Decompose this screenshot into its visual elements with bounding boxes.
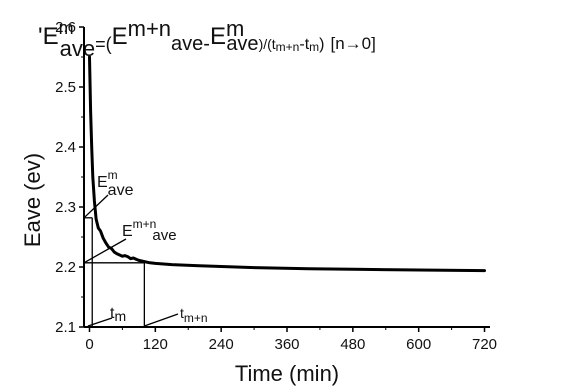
x-tick-label: 120	[143, 336, 168, 353]
y-axis-ticks: 2.1 2.2 2.3 2.4 2.5 2.6	[55, 19, 84, 336]
annotation-tm-label: tm	[110, 305, 126, 324]
leader-tmn	[144, 313, 179, 327]
y-tick-label: 2.3	[55, 199, 76, 216]
title-minus2: -t	[299, 36, 309, 53]
annotation-emn-label: Em+n ave	[122, 217, 177, 244]
title-eq-open: =(	[95, 34, 112, 54]
title-t2-sub: ave	[226, 33, 258, 55]
title-t1-sup: m+n	[128, 16, 171, 41]
title-div-open: )/(t	[259, 36, 276, 52]
title-t3-sub: m+n	[276, 40, 300, 54]
y-tick-label: 2.2	[55, 259, 76, 276]
leader-tm	[87, 317, 113, 327]
series-line	[88, 55, 486, 273]
chart-title: 'Em ave=(Em+nave-Em ave)/(tm+n-tm) [n→0]	[38, 16, 376, 61]
title-minus: -	[203, 33, 210, 55]
x-tick-label: 720	[472, 336, 497, 353]
y-axis-label: Eave (ev)	[20, 153, 45, 247]
title-t2: E	[210, 23, 226, 50]
title-t1-sub: ave	[171, 33, 203, 55]
x-tick-label: 240	[209, 336, 234, 353]
title-lhs: E	[43, 23, 59, 50]
x-tick-label: 600	[406, 336, 431, 353]
annotation-tmn-label: tm+n	[180, 305, 208, 325]
x-axis-label: Time (min)	[235, 361, 339, 386]
x-tick-label: 360	[274, 336, 299, 353]
x-tick-label: 0	[85, 336, 93, 353]
construction-lines	[83, 194, 179, 327]
y-tick-label: 2.5	[55, 79, 76, 96]
annotation-em-label: Em ave	[97, 168, 134, 199]
x-tick-label: 480	[340, 336, 365, 353]
title-t1: E	[112, 23, 128, 50]
title-t4-sub: m	[309, 40, 319, 54]
y-tick-label: 2.6	[55, 19, 76, 36]
title-t2-sup: m	[226, 16, 244, 41]
x-axis-ticks: 0 120 240 360 480 600 720	[85, 327, 497, 353]
title-prime: '	[38, 23, 43, 50]
y-tick-label: 2.1	[55, 319, 76, 336]
leader-emn	[83, 238, 127, 264]
title-limit: [n→0]	[330, 34, 375, 53]
title-lhs-sup: m	[59, 18, 74, 38]
title-close: )	[319, 36, 324, 53]
y-tick-label: 2.4	[55, 139, 76, 156]
